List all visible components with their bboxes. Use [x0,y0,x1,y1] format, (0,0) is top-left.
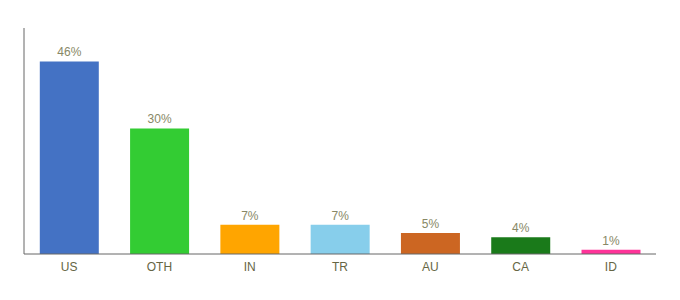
svg-text:TR: TR [332,260,348,274]
svg-text:OTH: OTH [147,260,172,274]
svg-text:US: US [61,260,78,274]
svg-text:5%: 5% [422,217,440,231]
svg-text:46%: 46% [57,45,81,59]
svg-text:30%: 30% [148,112,172,126]
svg-text:4%: 4% [512,221,530,235]
svg-text:AU: AU [422,260,439,274]
svg-text:CA: CA [512,260,529,274]
svg-text:7%: 7% [241,209,259,223]
svg-text:7%: 7% [331,209,349,223]
svg-text:ID: ID [605,260,617,274]
svg-text:1%: 1% [602,234,620,248]
svg-text:IN: IN [244,260,256,274]
